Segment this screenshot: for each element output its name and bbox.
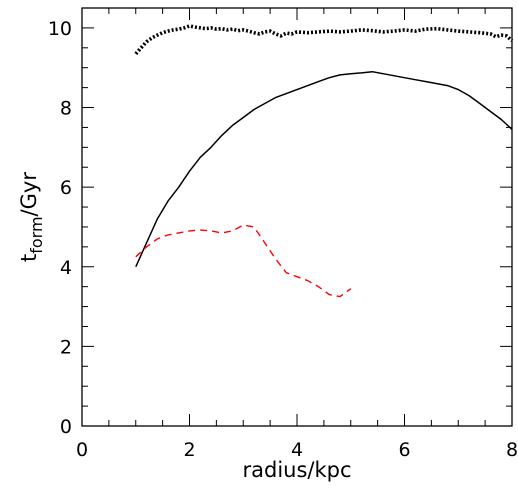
- x-axis-title: radius/kpc: [242, 458, 351, 482]
- y-tick-label: 4: [60, 257, 72, 279]
- y-tick-label: 6: [60, 177, 72, 199]
- x-tick-label: 2: [183, 439, 195, 461]
- y-tick-label: 10: [48, 18, 72, 40]
- y-tick-label: 2: [60, 336, 72, 358]
- axis-ticks: [82, 8, 512, 426]
- dotted-series-line: [136, 26, 512, 54]
- solid-series-line: [136, 72, 512, 267]
- series-layer: [136, 26, 512, 297]
- y-axis-title-suffix: /Gyr: [17, 172, 41, 217]
- x-tick-label: 6: [398, 439, 410, 461]
- y-tick-label: 0: [60, 416, 72, 438]
- y-axis-title-base: t: [17, 254, 41, 262]
- y-axis-title-subscript: form: [27, 216, 46, 253]
- y-tick-label: 8: [60, 98, 72, 120]
- dashed-series-line: [136, 225, 351, 297]
- plot-frame: [82, 8, 512, 426]
- y-axis-title: tform/Gyr: [17, 172, 46, 262]
- x-tick-label: 0: [76, 439, 88, 461]
- x-tick-label: 8: [506, 439, 518, 461]
